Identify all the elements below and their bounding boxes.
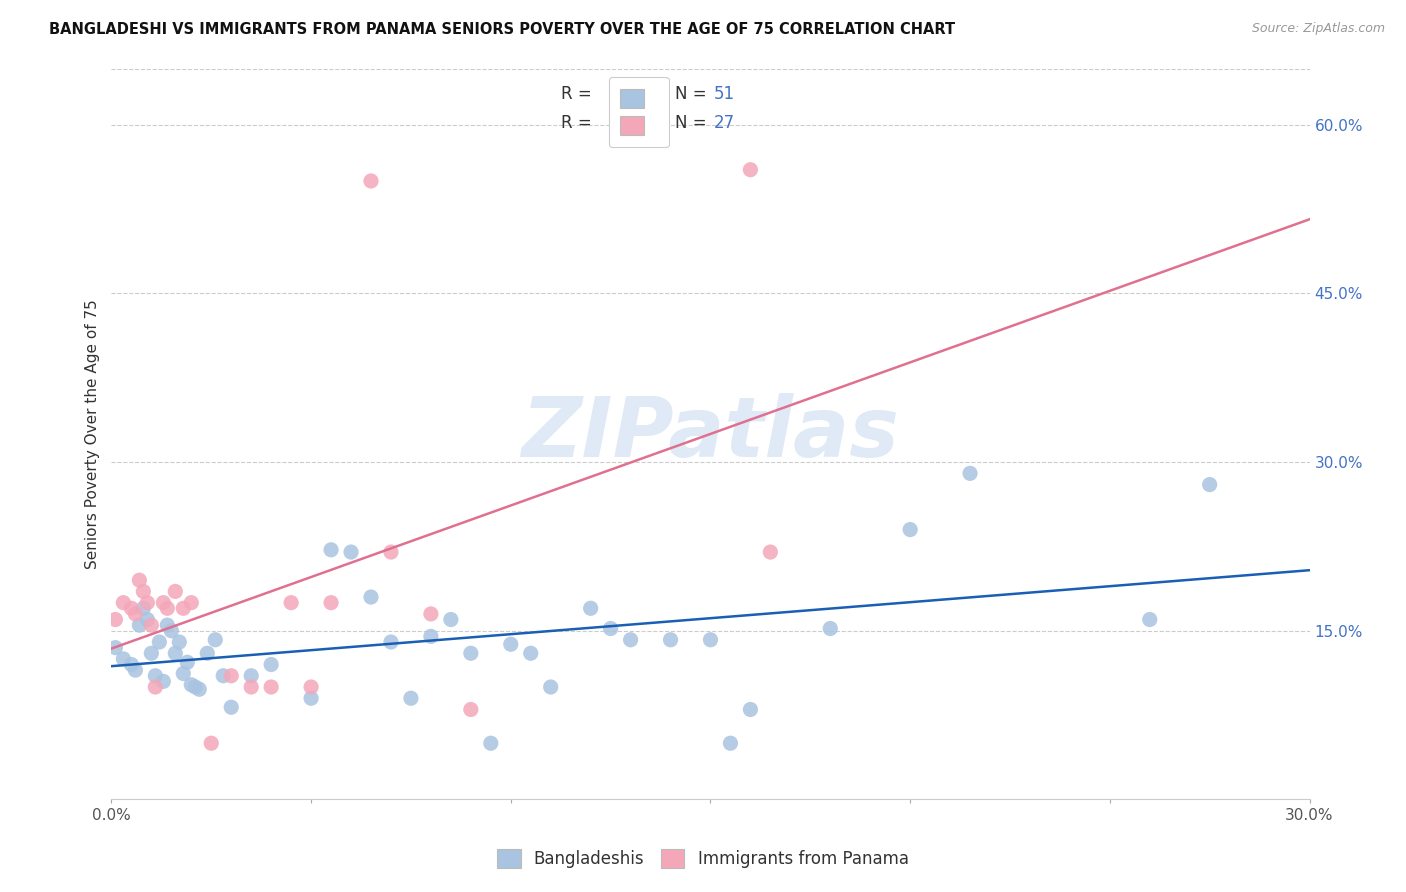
Point [1198,477,1220,491]
Point [169,635,191,649]
Point [620,632,643,647]
Point [141,646,163,660]
Point [1139,613,1161,627]
Point [132,601,155,615]
Point [160,624,183,638]
Text: Source: ZipAtlas.com: Source: ZipAtlas.com [1251,22,1385,36]
Point [128,618,150,632]
Text: 0.146: 0.146 [609,85,657,103]
Point [898,523,921,537]
Point [184,680,207,694]
Point [759,545,782,559]
Point [419,629,441,643]
Point [479,736,502,750]
Point [152,596,174,610]
Point [180,596,202,610]
Point [260,657,283,672]
Point [128,573,150,587]
Text: 27: 27 [714,114,735,132]
Point [299,680,322,694]
Point [112,652,135,666]
Point [176,655,198,669]
Point [152,674,174,689]
Point [156,601,179,615]
Point [104,613,127,627]
Point [299,691,322,706]
Point [180,678,202,692]
Point [499,637,522,651]
Point [104,640,127,655]
Point [340,545,363,559]
Point [319,596,342,610]
Point [820,622,842,636]
Text: N =: N = [675,85,711,103]
Point [143,680,166,694]
Point [460,646,482,660]
Point [240,669,263,683]
Point [380,635,402,649]
Point [195,646,218,660]
Point [172,666,194,681]
Text: N =: N = [675,114,711,132]
Point [172,601,194,615]
Text: R =: R = [561,114,596,132]
Point [219,700,242,714]
Point [141,618,163,632]
Y-axis label: Seniors Poverty Over the Age of 75: Seniors Poverty Over the Age of 75 [86,299,100,569]
Point [219,669,242,683]
Point [380,545,402,559]
Point [165,584,187,599]
Point [212,669,235,683]
Point [419,607,441,621]
Legend: Bangladeshis, Immigrants from Panama: Bangladeshis, Immigrants from Panama [491,842,915,875]
Point [599,622,621,636]
Point [204,632,226,647]
Point [240,680,263,694]
Point [136,596,159,610]
Point [360,590,382,604]
Point [519,646,541,660]
Point [319,542,342,557]
Point [579,601,602,615]
Point [740,162,762,177]
Point [720,736,742,750]
Point [280,596,302,610]
Point [540,680,562,694]
Point [148,635,170,649]
Text: BANGLADESHI VS IMMIGRANTS FROM PANAMA SENIORS POVERTY OVER THE AGE OF 75 CORRELA: BANGLADESHI VS IMMIGRANTS FROM PANAMA SE… [49,22,955,37]
Text: ZIPatlas: ZIPatlas [522,393,900,475]
Point [156,618,179,632]
Point [440,613,463,627]
Point [959,467,981,481]
Text: R =: R = [561,85,596,103]
Point [136,613,159,627]
Point [124,607,146,621]
Point [460,702,482,716]
Point [399,691,422,706]
Point [120,657,142,672]
Point [132,584,155,599]
Point [120,601,142,615]
Point [112,596,135,610]
Text: 0.755: 0.755 [609,114,655,132]
Point [143,669,166,683]
Point [260,680,283,694]
Text: 51: 51 [714,85,735,103]
Point [360,174,382,188]
Point [740,702,762,716]
Point [659,632,682,647]
Point [165,646,187,660]
Legend: , : , [609,77,669,147]
Point [188,682,211,697]
Point [699,632,721,647]
Point [200,736,222,750]
Point [124,663,146,677]
